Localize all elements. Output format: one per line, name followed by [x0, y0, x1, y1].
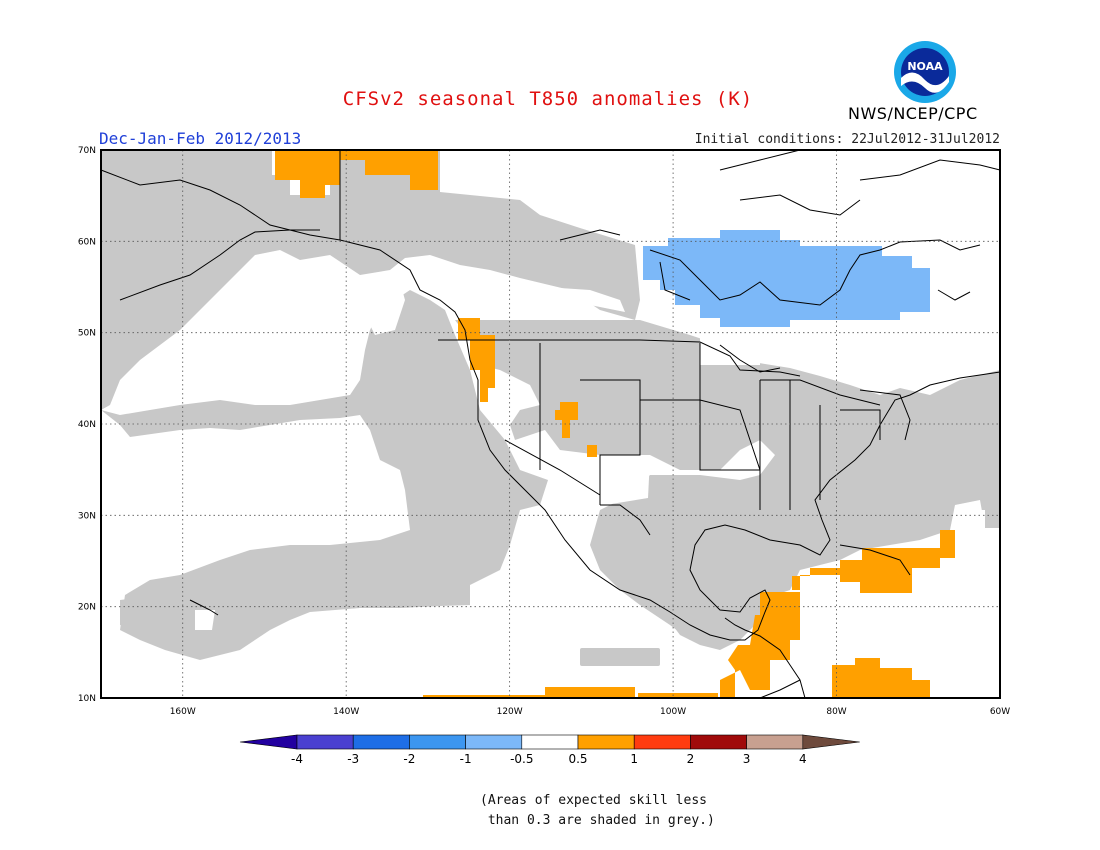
longitude-labels: 160W 140W 120W 100W 80W 60W [170, 707, 1011, 717]
latitude-label: 40N [78, 420, 96, 430]
initial-conditions: Initial conditions: 22Jul2012-31Jul2012 [694, 132, 1000, 147]
colorbar-label: 0.5 [568, 752, 587, 766]
colorbar [239, 734, 860, 750]
colorbar-max-arrow [802, 734, 860, 750]
colorbar-label: 4 [799, 752, 807, 766]
colorbar-min-arrow [239, 734, 298, 750]
colorbar-label: -0.5 [510, 752, 533, 766]
latitude-label: 20N [78, 603, 96, 613]
longitude-label: 60W [990, 707, 1010, 717]
agency-label: NWS/NCEP/CPC [848, 104, 978, 123]
map-frame [100, 149, 1001, 699]
svg-text:NOAA: NOAA [907, 60, 943, 73]
latitude-label: 60N [78, 237, 96, 247]
skill-note-line-2: than 0.3 are shaded in grey.) [480, 813, 715, 828]
latitude-label: 50N [78, 329, 96, 339]
colorbar-swatch [465, 734, 523, 750]
colorbar-swatch [521, 734, 579, 750]
longitude-label: 140W [333, 707, 359, 717]
colorbar-swatch [352, 734, 410, 750]
longitude-label: 120W [497, 707, 523, 717]
longitude-label: 100W [660, 707, 686, 717]
latitude-label: 10N [78, 694, 96, 704]
cool-anomaly-region [643, 230, 930, 327]
colorbar-labels: -4 -3 -2 -1 -0.5 0.5 1 2 3 4 [291, 752, 807, 766]
chart-title: CFSv2 seasonal T850 anomalies (K) [342, 88, 754, 110]
colorbar-label: -1 [460, 752, 472, 766]
colorbar-label: 1 [630, 752, 638, 766]
coastlines [100, 149, 1001, 699]
colorbar-label: 3 [743, 752, 751, 766]
colorbar-label: -2 [403, 752, 415, 766]
forecast-period: Dec-Jan-Feb 2012/2013 [99, 129, 302, 148]
colorbar-swatch [296, 734, 354, 750]
longitude-label: 160W [170, 707, 196, 717]
colorbar-label: 2 [687, 752, 695, 766]
colorbar-swatch [577, 734, 635, 750]
colorbar-swatch [690, 734, 747, 750]
latitude-label: 30N [78, 511, 96, 521]
noaa-logo: NOAA [894, 41, 956, 103]
latitude-label: 70N [78, 146, 96, 156]
latitude-labels: 70N 60N 50N 40N 30N 20N 10N [78, 146, 96, 704]
grey-skill-mask [101, 150, 1000, 666]
warm-anomaly-regions [275, 150, 955, 698]
longitude-label: 80W [826, 707, 846, 717]
colorbar-label: -3 [347, 752, 359, 766]
lat-lon-grid [101, 150, 1000, 698]
skill-note: (Areas of expected skill less than 0.3 a… [480, 791, 715, 831]
colorbar-label: -4 [291, 752, 303, 766]
skill-note-line-1: (Areas of expected skill less [480, 793, 707, 808]
colorbar-swatch [633, 734, 691, 750]
colorbar-swatch [409, 734, 466, 750]
colorbar-swatch [746, 734, 804, 750]
